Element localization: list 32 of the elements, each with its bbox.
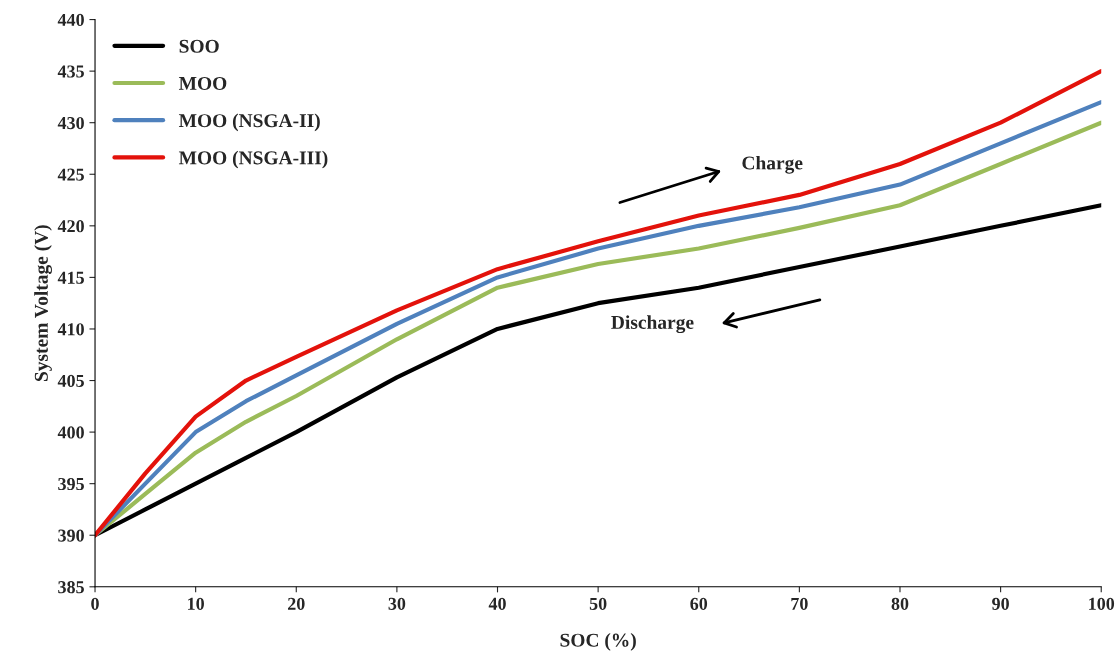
x-tick-label: 10 — [188, 597, 204, 610]
legend-label: MOO (NSGA-III) — [178, 150, 328, 169]
x-tick-label: 20 — [288, 597, 305, 610]
legend-label: SOO — [179, 39, 219, 53]
legend-label: MOO (NSGA-II) — [178, 113, 320, 132]
y-tick-label: 395 — [58, 477, 84, 491]
x-axis-title: SOC (%) — [560, 633, 636, 651]
y-tick-label: 415 — [57, 271, 84, 284]
y-tick-label: 390 — [58, 529, 84, 542]
legend-label: MOO — [178, 76, 227, 90]
annotation: Charge — [742, 155, 803, 174]
x-tick-label: 30 — [388, 597, 406, 610]
y-tick-label: 400 — [57, 426, 84, 439]
x-tick-label: 50 — [589, 597, 607, 610]
y-tick-label: 435 — [57, 65, 84, 78]
x-tick-label: 70 — [791, 597, 808, 610]
y-tick-label: 430 — [57, 116, 84, 130]
y-tick-label: 385 — [58, 581, 84, 594]
y-tick-label: 440 — [57, 13, 84, 26]
x-tick-label: 40 — [488, 597, 506, 610]
x-tick-label: 60 — [690, 597, 708, 610]
x-tick-label: 100 — [1089, 597, 1115, 610]
y-tick-label: 410 — [57, 323, 84, 336]
annotation: Discharge — [611, 315, 694, 334]
x-tick-label: 0 — [91, 597, 99, 610]
y-tick-label: 405 — [57, 374, 84, 387]
x-tick-label: 90 — [992, 597, 1009, 610]
y-tick-label: 420 — [57, 220, 84, 233]
line-series — [95, 203, 1102, 538]
x-tick-label: 80 — [891, 597, 909, 610]
y-axis-title: System Voltage (V) — [34, 225, 52, 381]
y-tick-label: 425 — [57, 168, 84, 181]
